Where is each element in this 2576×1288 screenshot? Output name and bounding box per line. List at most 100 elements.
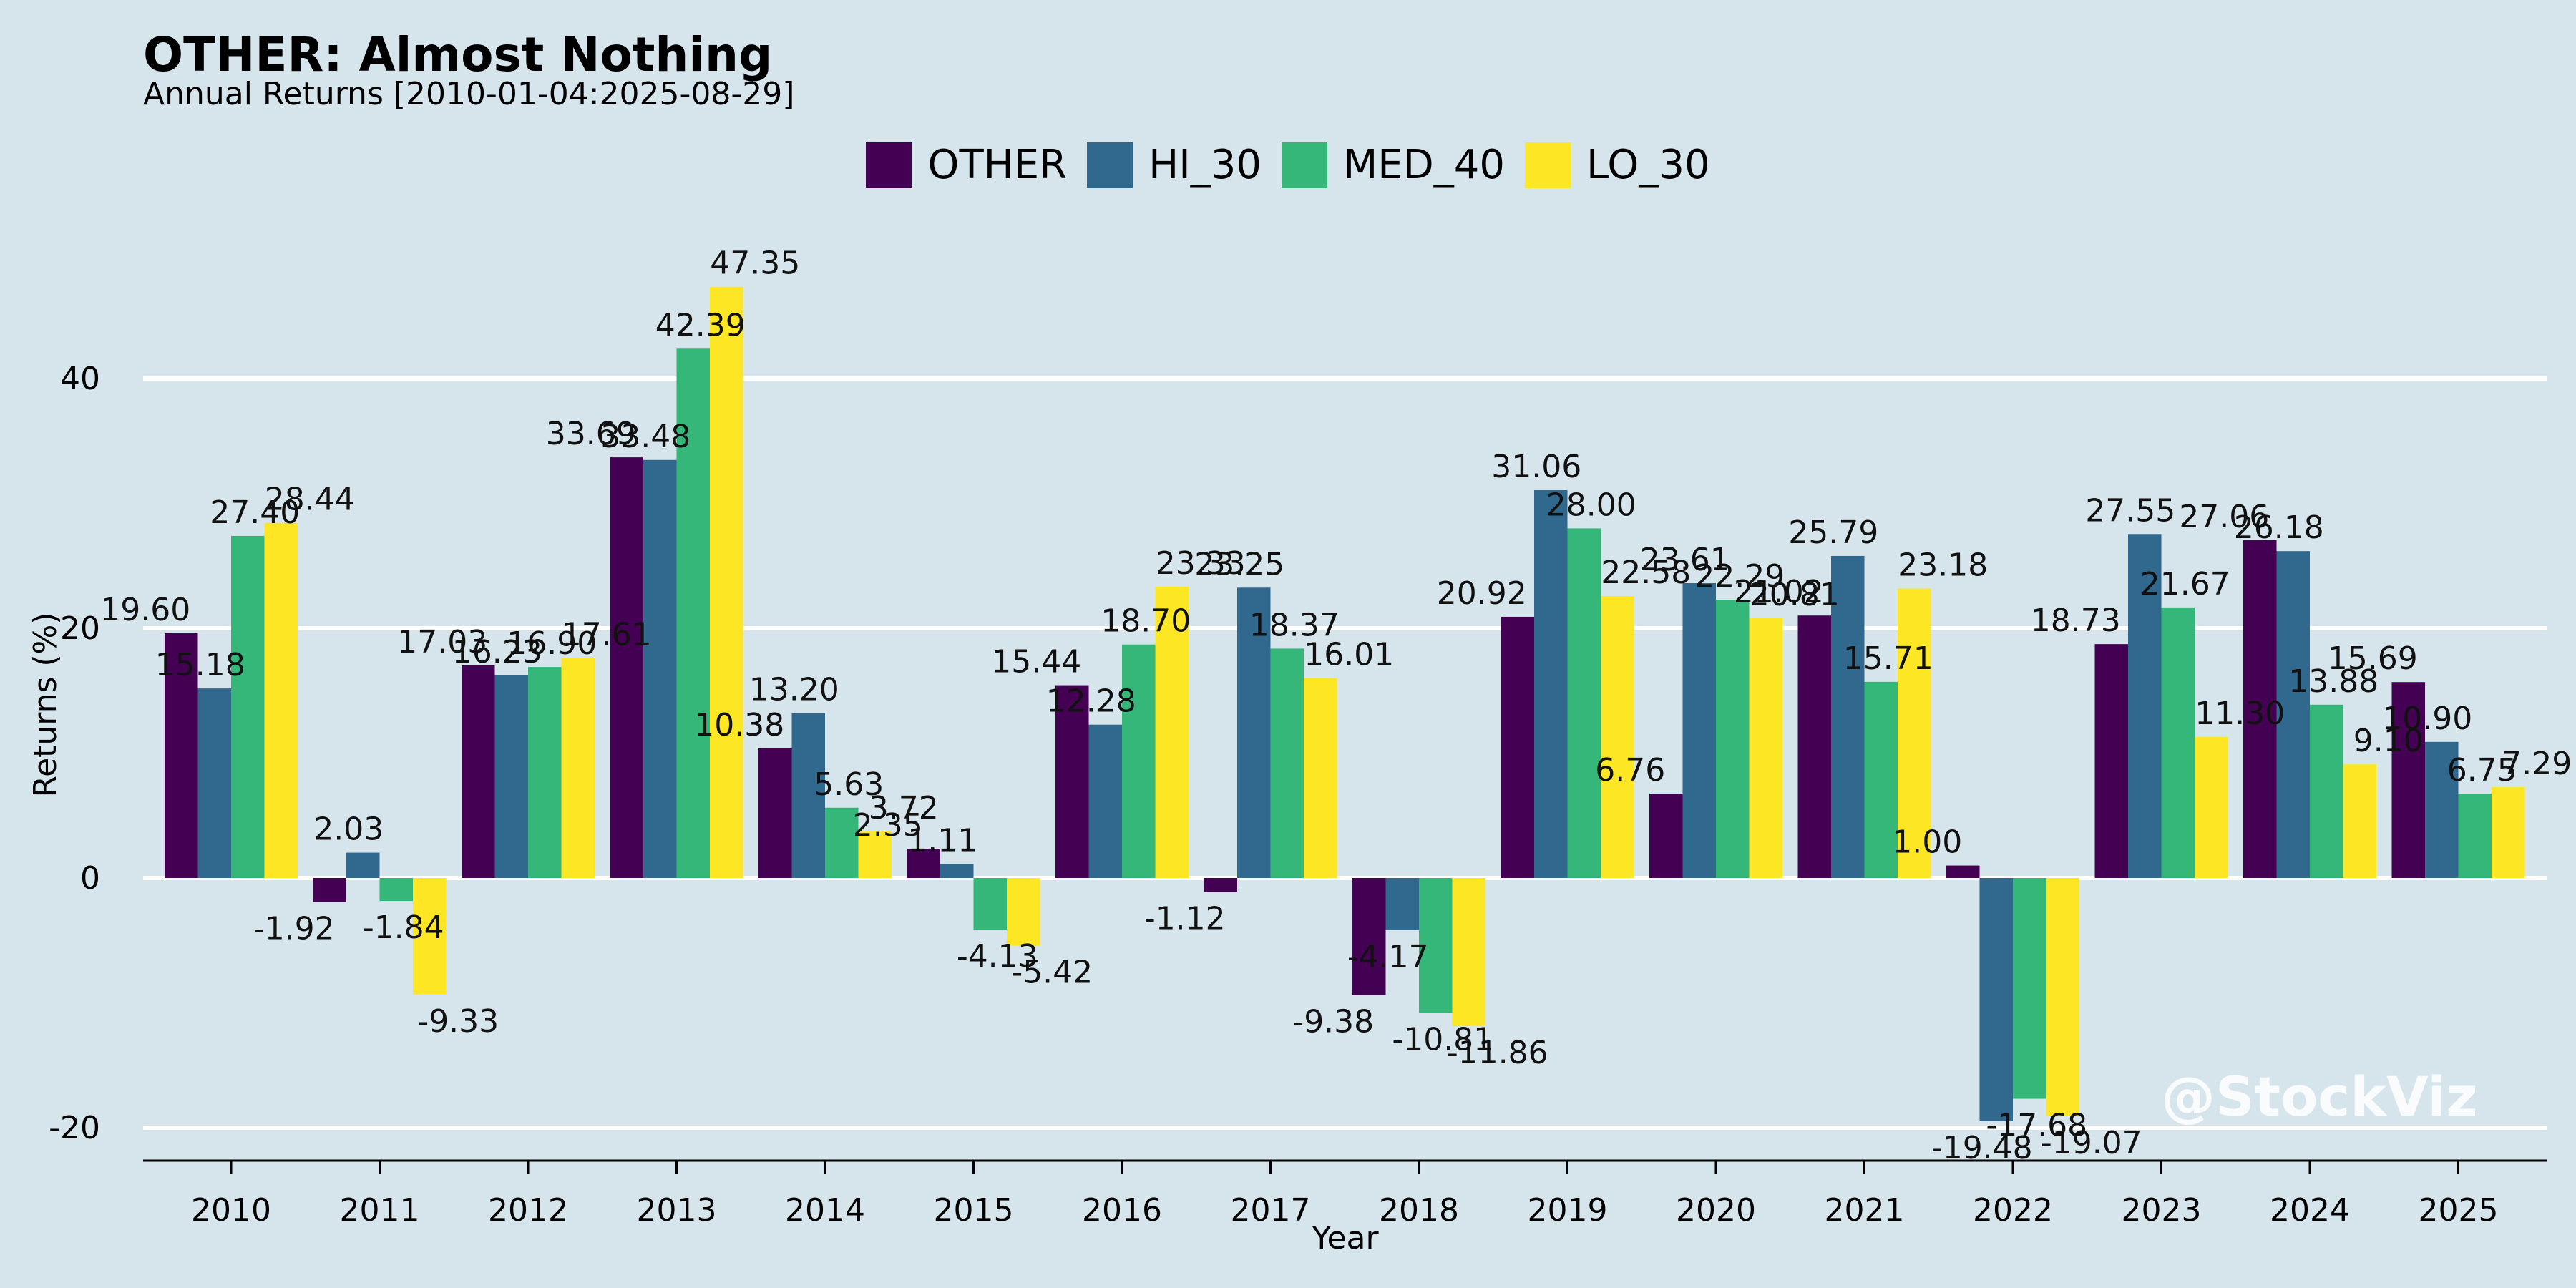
data-label: 18.37 xyxy=(1249,607,1340,643)
bar-hi-30-2021 xyxy=(1831,555,1865,878)
x-tick-label: 2010 xyxy=(191,1192,271,1229)
x-tick-label: 2025 xyxy=(2419,1192,2499,1229)
bar-lo-30-2015 xyxy=(1007,878,1040,946)
data-label: 18.73 xyxy=(2031,602,2121,639)
data-label: 23.25 xyxy=(1194,546,1284,582)
x-tick-label: 2020 xyxy=(1676,1192,1756,1229)
data-label: 3.72 xyxy=(869,790,939,826)
x-tick-label: 2015 xyxy=(934,1192,1014,1229)
data-label: 13.20 xyxy=(749,672,839,708)
bar-hi-30-2016 xyxy=(1088,724,1122,878)
data-label: -5.42 xyxy=(1011,955,1093,991)
data-label: -1.92 xyxy=(253,911,335,947)
data-label: 10.90 xyxy=(2382,701,2472,737)
legend-swatch xyxy=(1281,142,1327,188)
bar-med-40-2017 xyxy=(1270,648,1304,878)
bar-other-2019 xyxy=(1501,616,1534,878)
bar-hi-30-2015 xyxy=(940,864,974,878)
bar-med-40-2019 xyxy=(1567,528,1601,878)
data-label: 15.44 xyxy=(991,644,1081,680)
bar-lo-30-2020 xyxy=(1749,618,1782,878)
bar-other-2020 xyxy=(1649,794,1683,878)
x-tick-label: 2016 xyxy=(1082,1192,1162,1229)
bar-hi-30-2020 xyxy=(1682,583,1716,878)
x-tick-label: 2024 xyxy=(2270,1192,2350,1229)
bar-lo-30-2019 xyxy=(1601,595,1634,878)
data-label: -4.17 xyxy=(1347,939,1429,975)
x-tick-label: 2022 xyxy=(1973,1192,2053,1229)
bar-med-40-2025 xyxy=(2458,794,2492,878)
x-tick-label: 2014 xyxy=(785,1192,865,1229)
legend-label: HI_30 xyxy=(1148,142,1262,188)
legend-label: MED_40 xyxy=(1342,142,1506,188)
bar-hi-30-2012 xyxy=(494,675,528,878)
data-label: 7.29 xyxy=(2502,746,2572,782)
bar-lo-30-2013 xyxy=(710,286,743,878)
bar-med-40-2016 xyxy=(1122,644,1156,878)
bar-other-2011 xyxy=(313,878,346,902)
legend-item-other: OTHER xyxy=(866,142,1067,188)
bar-med-40-2018 xyxy=(1419,878,1453,1013)
bar-lo-30-2022 xyxy=(2046,878,2079,1116)
bar-med-40-2010 xyxy=(231,535,265,878)
legend-swatch xyxy=(866,142,912,188)
data-label: 27.40 xyxy=(210,494,300,531)
data-label: -1.84 xyxy=(363,909,444,946)
bar-lo-30-2011 xyxy=(413,878,447,995)
x-tick-label: 2011 xyxy=(340,1192,420,1229)
data-label: 16.01 xyxy=(1304,637,1394,673)
bar-other-2021 xyxy=(1797,615,1831,878)
data-label: -11.86 xyxy=(1447,1035,1548,1071)
bar-med-40-2021 xyxy=(1864,681,1898,878)
data-label: -1.12 xyxy=(1144,901,1226,937)
bar-hi-30-2011 xyxy=(346,852,380,878)
chart-title: OTHER: Almost Nothing xyxy=(143,27,773,82)
bar-other-2013 xyxy=(610,457,643,878)
legend-swatch xyxy=(1087,142,1133,188)
bar-hi-30-2017 xyxy=(1237,587,1271,878)
data-label: 23.33 xyxy=(1156,545,1246,582)
data-label: 6.76 xyxy=(1595,752,1665,789)
data-label: 1.11 xyxy=(907,823,977,859)
data-label: 20.81 xyxy=(1750,577,1840,613)
legend-label: LO_30 xyxy=(1586,142,1710,188)
x-tick-label: 2012 xyxy=(488,1192,568,1229)
bar-hi-30-2014 xyxy=(791,713,825,878)
data-label: -9.38 xyxy=(1292,1004,1374,1040)
legend-item-med-40: MED_40 xyxy=(1281,142,1506,188)
data-label: 6.75 xyxy=(2447,752,2517,789)
bar-med-40-2020 xyxy=(1716,600,1750,878)
chart-legend: OTHER HI_30 MED_40 LO_30 xyxy=(0,142,2576,188)
data-label: 31.06 xyxy=(1491,449,1581,485)
chart-subtitle: Annual Returns [2010-01-04:2025-08-29] xyxy=(143,76,795,112)
data-label: 33.48 xyxy=(600,419,691,455)
watermark: @StockViz xyxy=(2161,1065,2478,1128)
bar-other-2018 xyxy=(1352,878,1386,995)
bar-other-2022 xyxy=(1946,865,1980,878)
data-label: 21.67 xyxy=(2140,566,2230,602)
data-label: 25.79 xyxy=(1788,514,1878,551)
x-tick-label: 2018 xyxy=(1379,1192,1459,1229)
bar-lo-30-2023 xyxy=(2195,736,2228,878)
bar-med-40-2013 xyxy=(676,348,710,878)
bar-lo-30-2012 xyxy=(561,658,595,878)
data-label: 42.39 xyxy=(655,307,746,343)
bar-other-2016 xyxy=(1055,685,1089,878)
x-axis-label: Year xyxy=(1311,1220,1379,1257)
data-label: -4.13 xyxy=(957,938,1038,975)
x-tick-label: 2017 xyxy=(1231,1192,1311,1229)
data-label: 18.70 xyxy=(1101,603,1191,640)
data-label: 1.00 xyxy=(1892,824,1962,861)
bar-hi-30-2022 xyxy=(1979,878,2013,1121)
bar-med-40-2015 xyxy=(973,878,1007,930)
bar-lo-30-2017 xyxy=(1304,678,1337,878)
data-label: 28.44 xyxy=(265,482,355,518)
data-label: 22.29 xyxy=(1694,558,1785,595)
bar-hi-30-2018 xyxy=(1385,878,1419,930)
data-label: 15.71 xyxy=(1843,640,1933,677)
bar-other-2017 xyxy=(1204,878,1237,892)
bar-lo-30-2024 xyxy=(2343,764,2376,878)
legend-label: OTHER xyxy=(927,142,1068,188)
bar-hi-30-2010 xyxy=(197,688,231,878)
